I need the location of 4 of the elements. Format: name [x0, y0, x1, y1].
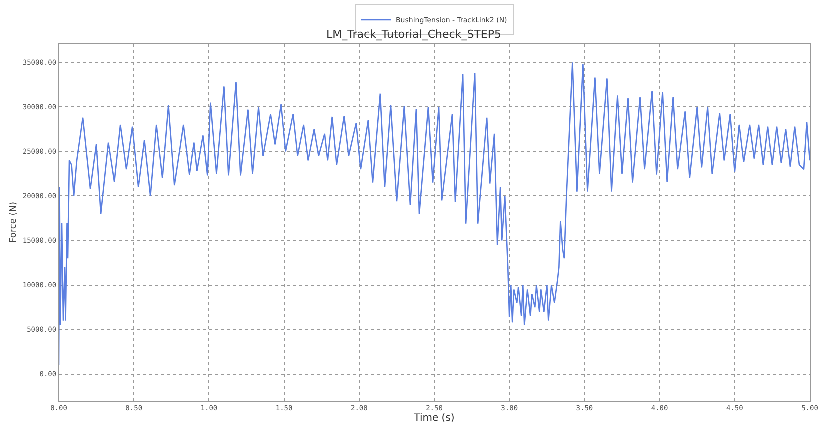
chart-title: LM_Track_Tutorial_Check_STEP5: [326, 28, 502, 41]
x-axis-title: Time (s): [413, 412, 455, 424]
line-series: [59, 62, 810, 366]
y-axis-title: Force (N): [9, 202, 20, 243]
